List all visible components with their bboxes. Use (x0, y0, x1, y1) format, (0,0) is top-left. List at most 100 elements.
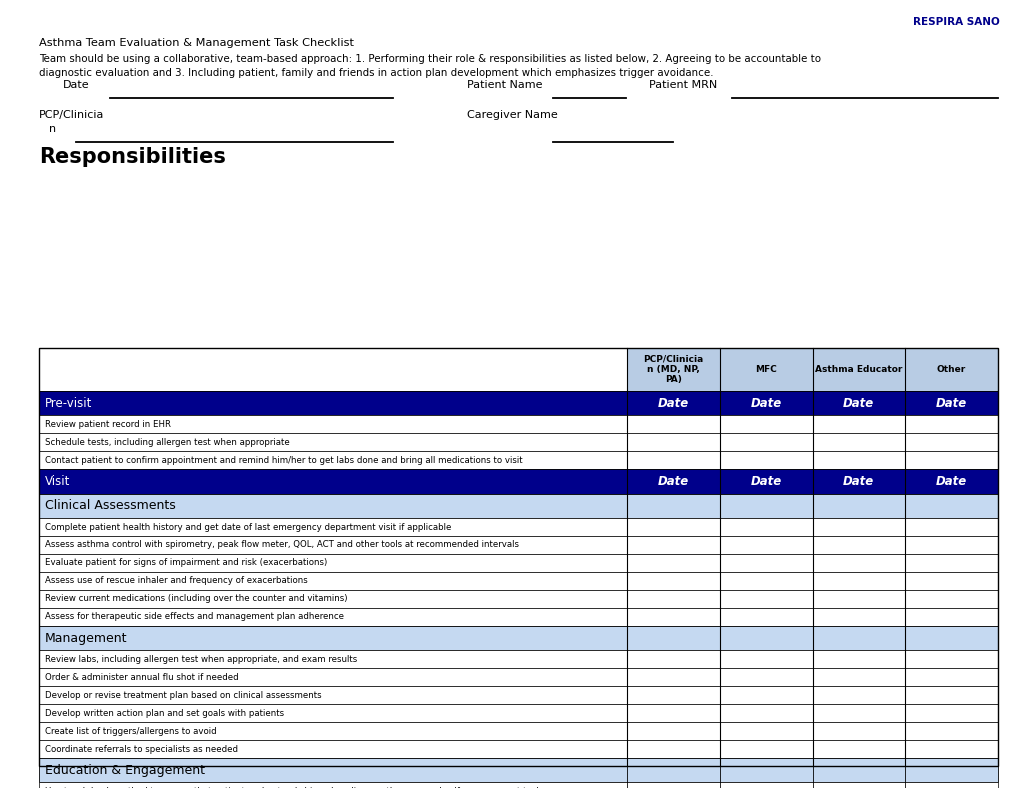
Text: MFC: MFC (755, 365, 776, 374)
Bar (904, 554, 997, 572)
Text: Management: Management (45, 631, 127, 645)
Text: Asthma Educator: Asthma Educator (814, 365, 902, 374)
Bar (719, 572, 812, 590)
Bar (627, 572, 719, 590)
Bar (719, 536, 812, 554)
Bar (812, 518, 904, 536)
Text: Patient Name: Patient Name (467, 80, 542, 90)
Text: Assess asthma control with spirometry, peak flow meter, QOL, ACT and other tools: Assess asthma control with spirometry, p… (45, 541, 519, 549)
Bar (39, 391, 997, 415)
Bar (39, 572, 627, 590)
Bar (904, 686, 997, 704)
Text: Assess use of rescue inhaler and frequency of exacerbations: Assess use of rescue inhaler and frequen… (45, 576, 308, 585)
Bar (719, 415, 812, 433)
Text: n: n (49, 124, 56, 134)
Text: Order & administer annual flu shot if needed: Order & administer annual flu shot if ne… (45, 673, 238, 682)
Text: Pre-visit: Pre-visit (45, 396, 92, 410)
Bar (904, 518, 997, 536)
Bar (39, 536, 627, 554)
Bar (812, 536, 904, 554)
Bar (719, 518, 812, 536)
Bar (904, 572, 997, 590)
Text: Date: Date (750, 396, 782, 410)
Bar (39, 348, 997, 766)
Bar (904, 722, 997, 740)
Bar (39, 433, 627, 452)
Text: Date: Date (934, 396, 966, 410)
Text: Develop or revise treatment plan based on clinical assessments: Develop or revise treatment plan based o… (45, 690, 321, 700)
Text: Develop written action plan and set goals with patients: Develop written action plan and set goal… (45, 708, 283, 718)
Bar (719, 452, 812, 469)
Bar (812, 704, 904, 722)
Bar (39, 452, 627, 469)
Bar (719, 668, 812, 686)
Text: Evaluate patient for signs of impairment and risk (exacerbations): Evaluate patient for signs of impairment… (45, 559, 327, 567)
Text: Date: Date (750, 475, 782, 488)
Bar (812, 590, 904, 608)
Text: Other: Other (935, 365, 965, 374)
Text: Asthma Team Evaluation & Management Task Checklist: Asthma Team Evaluation & Management Task… (39, 38, 354, 48)
Bar (627, 668, 719, 686)
Bar (904, 415, 997, 433)
Bar (39, 493, 997, 518)
Text: Date: Date (934, 475, 966, 488)
Text: Responsibilities: Responsibilities (39, 147, 225, 167)
Text: Review patient record in EHR: Review patient record in EHR (45, 420, 171, 429)
Bar (812, 608, 904, 626)
Bar (812, 722, 904, 740)
Bar (719, 348, 812, 391)
Bar (904, 608, 997, 626)
Bar (39, 686, 627, 704)
Bar (812, 650, 904, 668)
Text: Schedule tests, including allergen test when appropriate: Schedule tests, including allergen test … (45, 437, 289, 447)
Bar (904, 348, 997, 391)
Bar (812, 668, 904, 686)
Bar (39, 704, 627, 722)
Bar (719, 704, 812, 722)
Bar (39, 590, 627, 608)
Text: PCP/Clinicia
n (MD, NP,
PA): PCP/Clinicia n (MD, NP, PA) (643, 355, 703, 385)
Bar (719, 590, 812, 608)
Bar (627, 518, 719, 536)
Bar (627, 704, 719, 722)
Text: Date: Date (657, 475, 689, 488)
Text: Date: Date (843, 475, 873, 488)
Bar (719, 740, 812, 758)
Text: Review labs, including allergen test when appropriate, and exam results: Review labs, including allergen test whe… (45, 655, 357, 663)
Bar (627, 590, 719, 608)
Bar (812, 740, 904, 758)
Text: Visit: Visit (45, 475, 70, 488)
Bar (904, 650, 997, 668)
Bar (627, 650, 719, 668)
Text: Create list of triggers/allergens to avoid: Create list of triggers/allergens to avo… (45, 727, 216, 736)
Bar (812, 433, 904, 452)
Text: Coordinate referrals to specialists as needed: Coordinate referrals to specialists as n… (45, 745, 237, 753)
Bar (39, 348, 627, 391)
Bar (719, 554, 812, 572)
Bar (719, 722, 812, 740)
Bar (904, 590, 997, 608)
Bar (627, 608, 719, 626)
Bar (904, 433, 997, 452)
Bar (812, 686, 904, 704)
Bar (719, 782, 812, 788)
Text: Date: Date (63, 80, 90, 90)
Bar (627, 452, 719, 469)
Bar (39, 722, 627, 740)
Bar (719, 433, 812, 452)
Text: Assess for therapeutic side effects and management plan adherence: Assess for therapeutic side effects and … (45, 612, 343, 622)
Text: Clinical Assessments: Clinical Assessments (45, 500, 175, 512)
Bar (39, 469, 997, 493)
Bar (39, 626, 997, 650)
Bar (627, 782, 719, 788)
Text: Date: Date (657, 396, 689, 410)
Bar (812, 572, 904, 590)
Text: Caregiver Name: Caregiver Name (467, 110, 557, 120)
Bar (627, 686, 719, 704)
Bar (627, 536, 719, 554)
Bar (39, 608, 627, 626)
Bar (812, 415, 904, 433)
Bar (627, 348, 719, 391)
Bar (812, 348, 904, 391)
Text: Complete patient health history and get date of last emergency department visit : Complete patient health history and get … (45, 522, 450, 532)
